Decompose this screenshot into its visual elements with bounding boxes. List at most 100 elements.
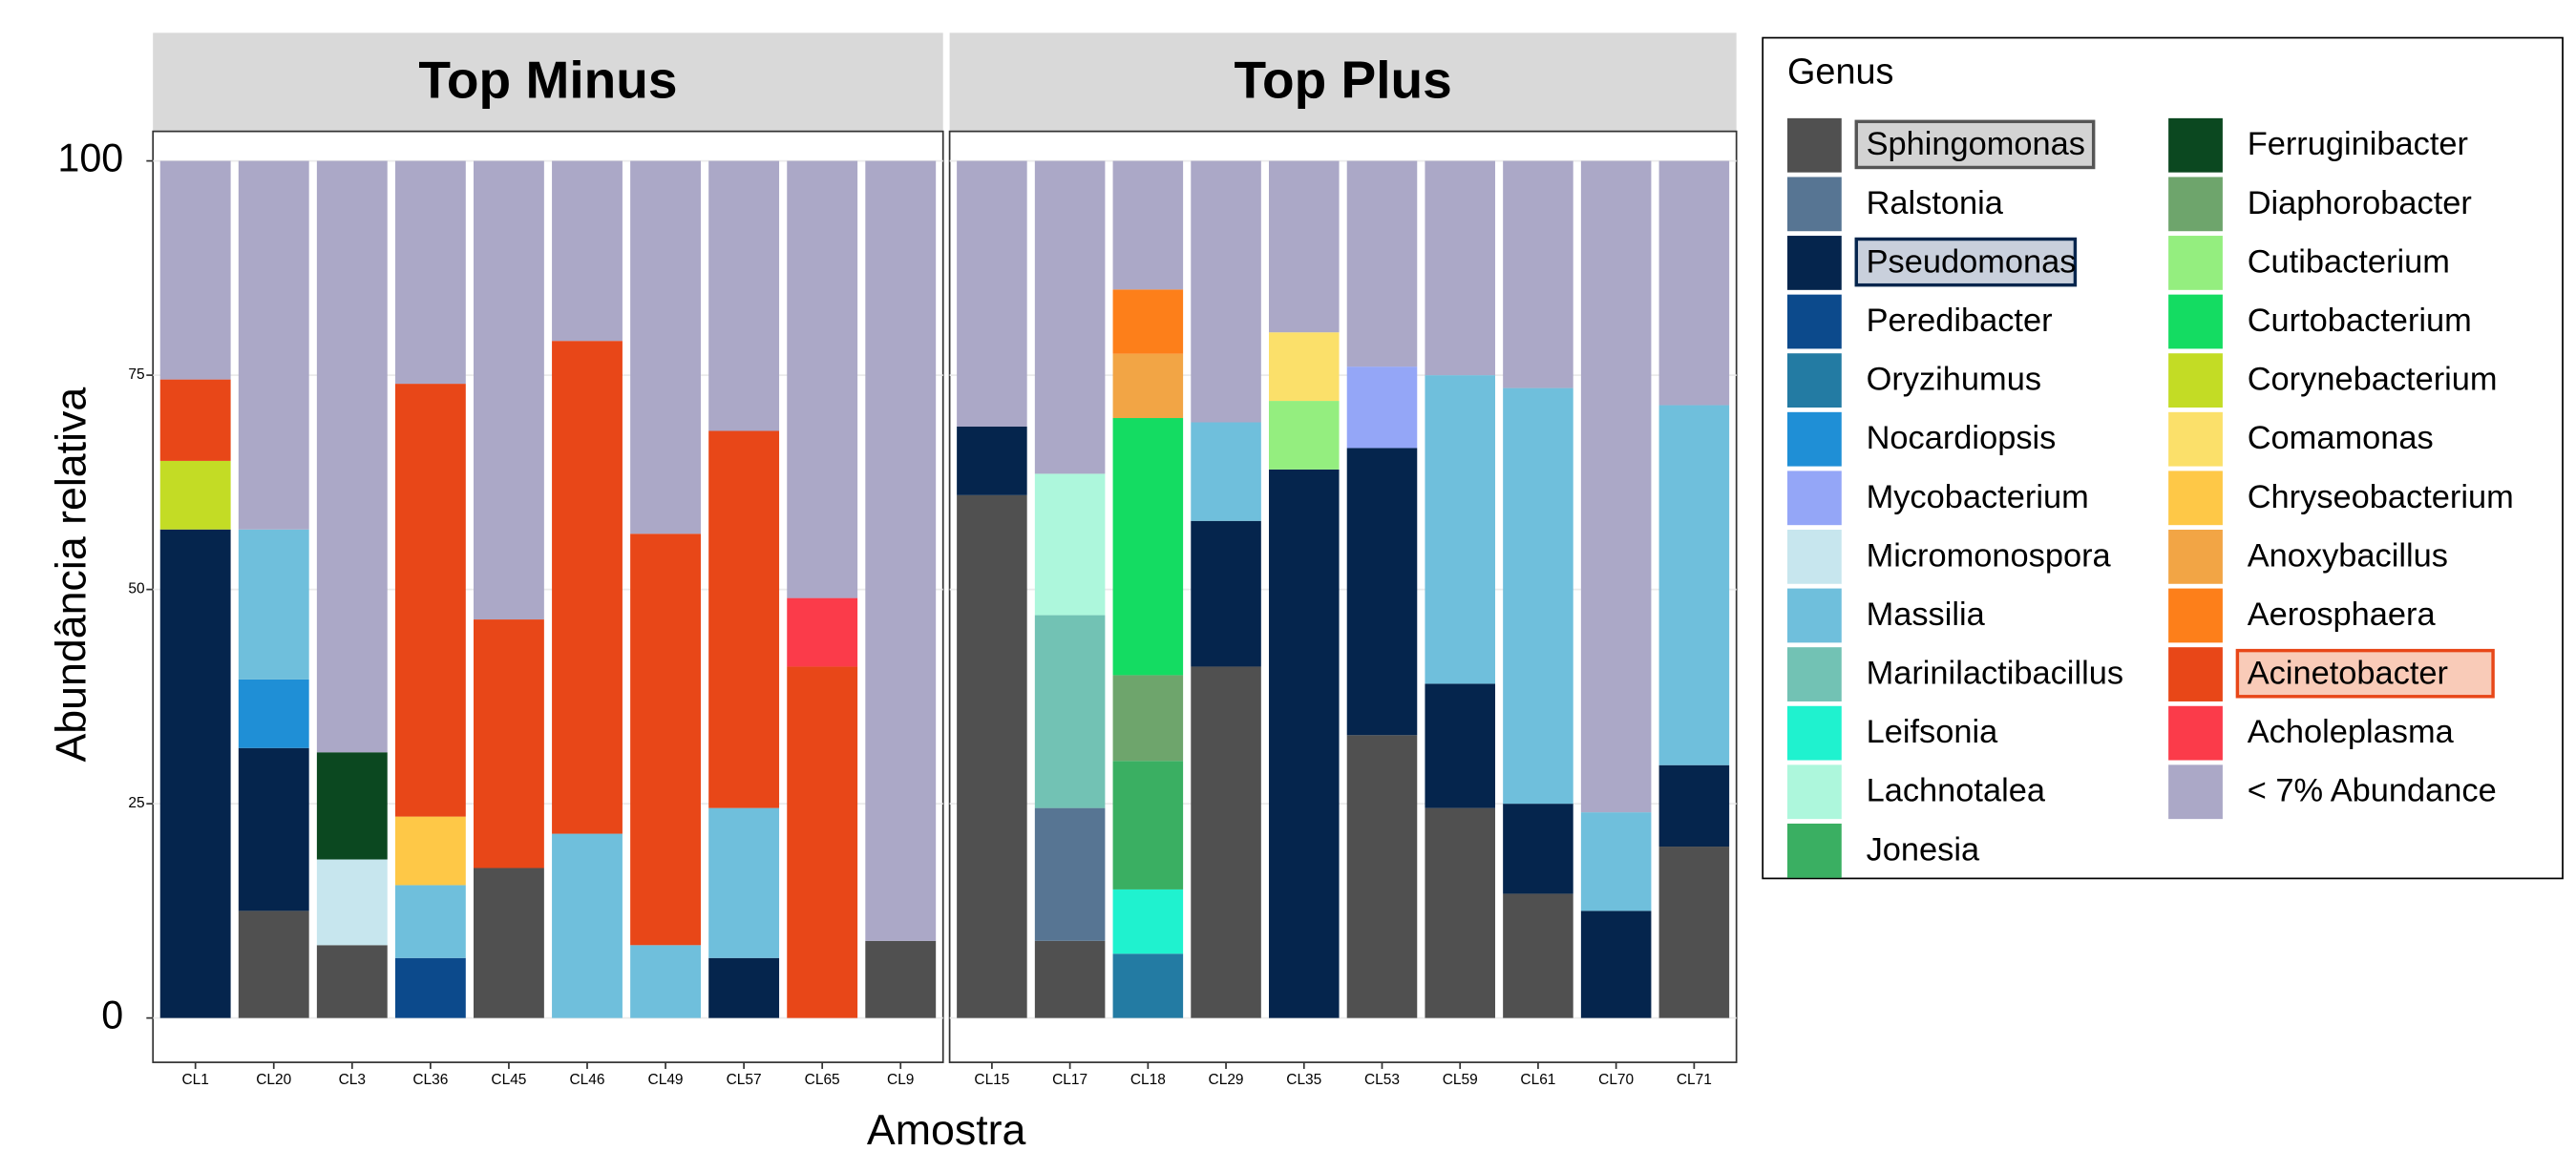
bar-segment <box>394 957 466 1018</box>
bar-segment <box>1112 889 1184 954</box>
bar-segment <box>708 807 780 958</box>
bar-segment <box>1580 160 1652 813</box>
y-tick-label: 75 <box>128 366 144 383</box>
bar-segment <box>787 666 858 1018</box>
bar-segment <box>957 494 1027 1018</box>
legend-swatch <box>2168 294 2223 349</box>
legend-label: Lachnotalea <box>1867 773 2046 809</box>
legend-label: Mycobacterium <box>1867 479 2089 515</box>
bar-segment <box>474 619 544 868</box>
legend-swatch <box>1787 353 1842 408</box>
legend-label: Micromonospora <box>1867 537 2112 574</box>
legend-swatch <box>2168 177 2223 232</box>
legend-swatch <box>1787 705 1842 761</box>
bar-segment <box>159 160 231 380</box>
legend-label: Pseudomonas <box>1867 243 2077 280</box>
legend-label: Aerosphaera <box>2248 596 2437 633</box>
bar-segment <box>238 679 309 748</box>
bar-segment <box>159 460 231 530</box>
x-tick-label: CL45 <box>491 1072 526 1088</box>
bar-segment <box>1658 764 1730 848</box>
bar-segment <box>708 957 780 1018</box>
facet-title: Top Minus <box>418 50 677 109</box>
bar-segment <box>394 816 466 886</box>
bar-segment <box>474 868 544 1018</box>
legend-label: Acinetobacter <box>2248 656 2448 692</box>
bar-segment <box>1034 615 1106 808</box>
bar-segment <box>630 160 701 534</box>
bar-segment <box>1034 940 1106 1018</box>
bar-segment <box>1425 683 1495 808</box>
y-tick-label: 0 <box>101 994 123 1037</box>
legend-label: Nocardiopsis <box>1867 420 2057 456</box>
bar-segment <box>1112 160 1184 290</box>
x-tick-label: CL59 <box>1443 1072 1478 1088</box>
legend-swatch <box>1787 471 1842 526</box>
bar-segment <box>865 940 937 1018</box>
legend-swatch <box>1787 411 1842 467</box>
bar-segment <box>1034 807 1106 941</box>
bar-segment <box>316 859 388 946</box>
bar-segment <box>1112 353 1184 419</box>
x-tick-label: CL1 <box>181 1072 208 1088</box>
bar-segment <box>708 160 780 431</box>
legend-label: Comamonas <box>2248 420 2434 456</box>
x-tick-label: CL46 <box>569 1072 604 1088</box>
y-tick-label: 25 <box>128 795 144 811</box>
bar-segment <box>238 910 309 1018</box>
legend-label: Cutibacterium <box>2248 243 2450 280</box>
x-tick-label: CL70 <box>1598 1072 1634 1088</box>
legend-label: Massilia <box>1867 596 1986 633</box>
legend-swatch <box>2168 117 2223 173</box>
legend-label: Oryzihumus <box>1867 362 2041 398</box>
x-tick-label: CL61 <box>1520 1072 1555 1088</box>
bar-segment <box>1034 473 1106 616</box>
legend-swatch <box>1787 177 1842 232</box>
bar-segment <box>1269 469 1340 1018</box>
legend-swatch <box>2168 530 2223 584</box>
bar-segment <box>1346 448 1418 736</box>
legend-frame <box>1762 36 2564 880</box>
legend-label: Sphingomonas <box>1867 126 2085 162</box>
bar-segment <box>1346 366 1418 449</box>
legend-label: Jonesia <box>1867 831 1980 868</box>
bar-segment <box>238 747 309 911</box>
legend-label-box <box>1854 237 2078 287</box>
bar-segment <box>1346 160 1418 367</box>
legend-label: Acholeplasma <box>2248 714 2455 750</box>
bar-segment <box>1112 953 1184 1018</box>
bar-segment <box>394 160 466 385</box>
x-tick-label: CL36 <box>412 1072 448 1088</box>
legend-swatch <box>2168 236 2223 290</box>
legend-swatch <box>1787 236 1842 290</box>
bar-segment <box>1658 160 1730 406</box>
legend-swatch <box>2168 411 2223 467</box>
legend-label: Corynebacterium <box>2248 362 2498 398</box>
y-tick-label: 50 <box>128 581 144 597</box>
bar-segment <box>1425 807 1495 1018</box>
legend-label: < 7% Abundance <box>2248 773 2497 809</box>
legend-label: Anoxybacillus <box>2248 537 2448 574</box>
legend-label-box <box>2235 648 2495 699</box>
legend-title: Genus <box>1787 52 1893 92</box>
bar-segment <box>474 160 544 620</box>
bar-segment <box>787 597 858 667</box>
x-tick-label: CL18 <box>1130 1072 1166 1088</box>
x-tick-label: CL20 <box>256 1072 291 1088</box>
bar-segment <box>1269 332 1340 402</box>
bar-segment <box>1503 160 1573 388</box>
legend-swatch <box>2168 647 2223 701</box>
x-tick-label: CL15 <box>974 1072 1009 1088</box>
x-tick-label: CL35 <box>1286 1072 1321 1088</box>
legend-label: Ralstonia <box>1867 185 2004 221</box>
bar-segment <box>394 384 466 817</box>
x-tick-label: CL53 <box>1364 1072 1400 1088</box>
legend-swatch <box>1787 823 1842 878</box>
bar-segment <box>1658 847 1730 1018</box>
bar-segment <box>1112 675 1184 762</box>
bar-segment <box>159 529 231 1018</box>
bar-segment <box>238 529 309 680</box>
x-tick-label: CL29 <box>1209 1072 1244 1088</box>
bar-segment <box>1034 160 1106 474</box>
legend-label: Ferruginibacter <box>2248 126 2468 162</box>
